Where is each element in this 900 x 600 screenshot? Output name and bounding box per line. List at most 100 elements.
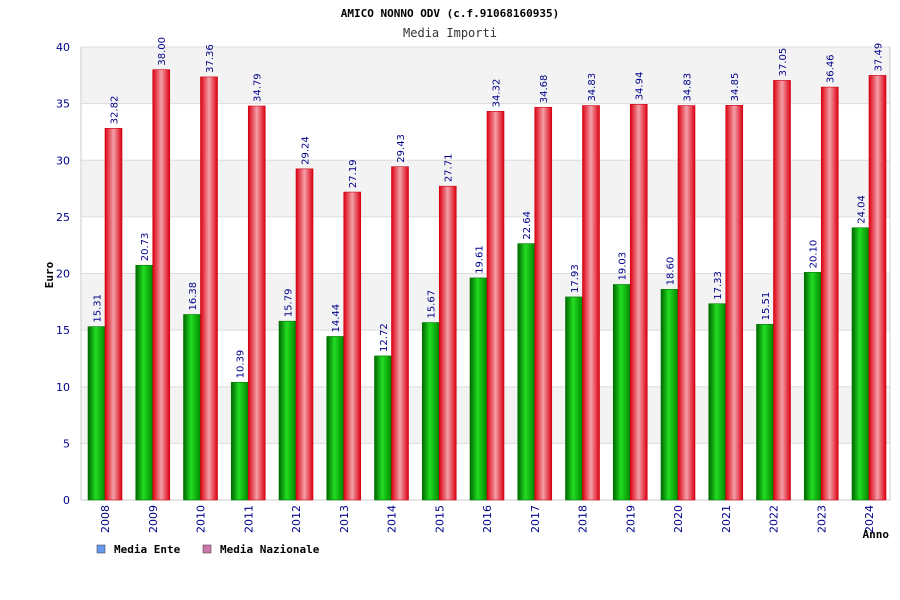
y-tick-label: 30 [56,154,70,167]
bar-media-nazionale-2013 [343,191,362,501]
value-label-media-nazionale-2013: 27.19 [348,159,359,188]
value-label-media-ente-2014: 12.72 [379,323,390,352]
value-label-media-ente-2013: 14.44 [331,304,342,333]
bar-media-nazionale-2024 [868,75,887,501]
x-tick-label-2016: 2016 [481,505,494,533]
value-label-media-nazionale-2011: 34.79 [253,73,264,102]
legend-label-media-nazionale: Media Nazionale [220,543,320,556]
value-label-media-ente-2017: 22.64 [522,211,533,240]
value-label-media-nazionale-2016: 34.32 [492,79,503,108]
x-tick-label-2019: 2019 [624,505,637,533]
value-label-media-nazionale-2009: 38.00 [157,37,168,66]
x-tick-label-2018: 2018 [577,505,590,533]
bar-media-nazionale-2011 [247,105,266,501]
x-tick-label-2013: 2013 [338,505,351,533]
value-label-media-nazionale-2024: 37.49 [874,43,885,72]
legend: Media Ente Media Nazionale [96,543,320,556]
x-tick-label-2009: 2009 [147,505,160,533]
x-axis-ticks: 2008 2009 2010 2011 2012 2013 2014 2015 2016 2017… [99,505,876,533]
bar-media-ente-2018 [565,296,583,501]
value-label-media-nazionale-2010: 37.36 [205,44,216,73]
bar-media-nazionale-2016 [486,111,505,501]
y-tick-label: 15 [56,324,70,337]
bar-media-ente-2022 [756,324,774,501]
x-tick-label-2022: 2022 [768,505,781,533]
bars [87,69,887,501]
bar-media-ente-2011 [230,382,249,501]
bar-media-ente-2017 [517,243,536,501]
bar-media-ente-2009 [135,264,154,501]
x-axis-label: Anno [863,528,890,541]
bar-media-ente-2024 [851,227,870,501]
value-label-media-ente-2023: 20.10 [809,240,820,269]
bar-media-nazionale-2012 [295,168,314,501]
value-label-media-nazionale-2018: 34.83 [587,73,598,102]
bar-media-nazionale-2008 [104,128,123,501]
bar-media-ente-2020 [660,289,679,501]
value-label-media-ente-2019: 19.03 [618,252,629,281]
value-label-media-ente-2021: 17.33 [713,271,724,300]
bar-media-nazionale-2018 [582,105,600,501]
y-tick-label: 5 [63,437,70,450]
chart-title: AMICO NONNO ODV (c.f.91068160935) [341,7,560,20]
bar-media-ente-2016 [469,277,488,501]
x-tick-label-2020: 2020 [672,505,685,533]
y-tick-label: 10 [56,381,70,394]
x-tick-label-2008: 2008 [99,505,112,533]
bar-media-nazionale-2021 [725,105,744,501]
value-label-media-nazionale-2021: 34.85 [730,73,741,102]
value-label-media-ente-2009: 20.73 [140,233,151,262]
bar-media-ente-2008 [87,326,106,501]
legend-swatch-media-ente [96,544,106,554]
bar-media-nazionale-2017 [534,106,553,501]
x-tick-label-2021: 2021 [720,505,733,533]
value-label-media-nazionale-2017: 34.68 [539,75,550,104]
value-label-media-nazionale-2008: 32.82 [110,96,121,125]
value-label-media-ente-2011: 10.39 [236,350,247,379]
value-label-media-nazionale-2015: 27.71 [444,154,455,183]
y-tick-label: 0 [63,494,70,507]
y-tick-label: 35 [56,98,70,111]
legend-swatch-media-nazionale [202,544,212,554]
y-tick-label: 20 [56,268,70,281]
value-label-media-ente-2024: 24.04 [857,195,868,224]
x-tick-label-2010: 2010 [195,505,208,533]
x-tick-label-2024: 2024 [863,505,876,533]
value-label-media-nazionale-2012: 29.24 [301,136,312,165]
value-label-media-ente-2018: 17.93 [570,264,581,293]
x-tick-label-2014: 2014 [386,505,399,533]
value-label-media-ente-2016: 19.61 [475,245,486,274]
value-labels: 15.31 32.82 20.73 38.00 16.38 37.36 10.39 34.79… [93,37,885,378]
x-tick-label-2015: 2015 [433,505,446,533]
bar-media-nazionale-2010 [200,76,218,501]
y-tick-label: 40 [56,41,70,54]
bar-media-nazionale-2020 [677,105,696,501]
y-axis-label: Euro [43,261,56,288]
bar-media-ente-2014 [374,355,392,501]
value-label-media-nazionale-2020: 34.83 [683,73,694,102]
value-label-media-ente-2012: 15.79 [284,289,295,318]
x-tick-label-2011: 2011 [242,505,255,533]
value-label-media-ente-2022: 15.51 [761,292,772,321]
bar-media-ente-2013 [326,336,345,501]
bar-media-ente-2021 [708,303,727,501]
bar-media-ente-2012 [278,320,297,501]
y-axis-ticks: 0 5 10 15 20 25 30 35 40 [56,41,70,507]
bar-media-nazionale-2019 [629,104,648,501]
value-label-media-ente-2015: 15.67 [427,290,438,319]
bar-media-nazionale-2022 [773,80,791,501]
bar-media-ente-2015 [421,322,440,501]
x-tick-label-2017: 2017 [529,505,542,533]
bar-media-ente-2023 [803,272,822,501]
bar-media-nazionale-2009 [152,69,171,501]
value-label-media-nazionale-2014: 29.43 [396,134,407,163]
y-tick-label: 25 [56,211,70,224]
bar-media-nazionale-2023 [820,86,839,501]
value-label-media-nazionale-2019: 34.94 [635,72,646,101]
bar-media-ente-2010 [183,314,201,501]
value-label-media-nazionale-2023: 36.46 [826,54,837,83]
bar-media-ente-2019 [612,284,631,501]
value-label-media-ente-2010: 16.38 [188,282,199,311]
x-tick-label-2023: 2023 [815,505,828,533]
